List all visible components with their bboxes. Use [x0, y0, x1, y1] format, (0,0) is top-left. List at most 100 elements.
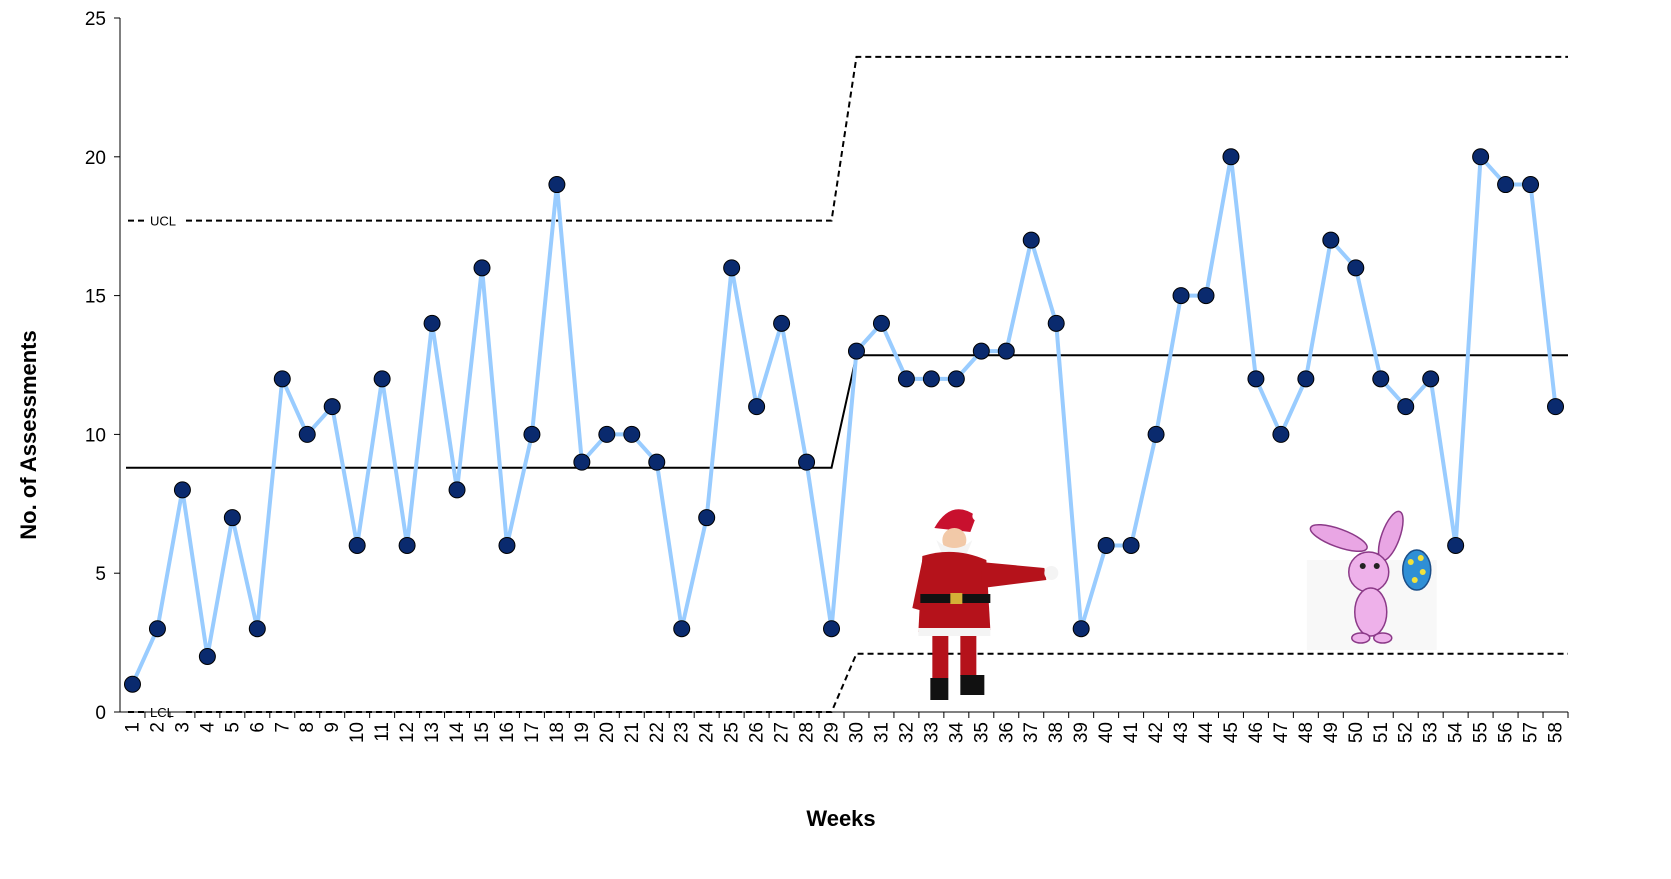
data-point: [922, 370, 940, 388]
x-tick-label: 34: [946, 722, 967, 744]
x-tick-label: 56: [1496, 722, 1517, 743]
x-tick-label: 39: [1071, 722, 1092, 743]
data-point: [373, 370, 391, 388]
x-tick-label: 41: [1121, 722, 1142, 743]
data-point: [872, 314, 890, 332]
data-points: [123, 148, 1565, 693]
data-point: [1472, 148, 1490, 166]
x-tick-label: 32: [896, 722, 917, 743]
data-point: [1172, 287, 1190, 305]
data-point: [1522, 176, 1540, 194]
x-tick-label: 48: [1296, 722, 1317, 743]
data-point: [648, 453, 666, 471]
control-limits: UCL LCL: [126, 55, 1568, 720]
data-point: [473, 259, 491, 277]
data-point: [1497, 176, 1515, 194]
x-tick-label: 55: [1471, 722, 1492, 743]
x-tick-label: 58: [1546, 722, 1567, 743]
x-tick-label: 21: [622, 722, 643, 743]
egg-spot: [1417, 555, 1424, 561]
x-tick-label: 24: [697, 722, 718, 744]
y-tick-label: 25: [85, 9, 106, 30]
series-line: [130, 154, 1558, 686]
x-tick-label: 5: [222, 722, 243, 733]
x-tick-label: 31: [871, 722, 892, 743]
data-point: [123, 675, 141, 693]
data-point: [798, 453, 816, 471]
santa-leg-right: [960, 636, 977, 676]
data-point: [723, 259, 741, 277]
x-tick-label: 8: [297, 722, 318, 733]
data-point: [423, 314, 441, 332]
x-tick-label: 49: [1321, 722, 1342, 743]
data-point: [972, 342, 990, 360]
data-point: [1422, 370, 1440, 388]
x-tick-label: 53: [1421, 722, 1442, 743]
y-tick-label: 10: [85, 425, 106, 446]
data-point: [548, 176, 566, 194]
data-point: [348, 536, 366, 554]
mean-line: [126, 354, 1568, 469]
x-tick-label: 15: [472, 722, 493, 743]
data-point: [1022, 231, 1040, 249]
x-tick-label: 33: [921, 722, 942, 743]
data-point: [997, 342, 1015, 360]
x-tick-label: 50: [1346, 722, 1367, 743]
data-point: [698, 509, 716, 527]
bunny-ear-left: [1309, 523, 1368, 553]
data-point: [623, 425, 641, 443]
x-tick-label: 44: [1196, 722, 1217, 744]
data-point: [1372, 370, 1390, 388]
data-point: [1322, 231, 1340, 249]
data-point: [1347, 259, 1365, 277]
data-point: [748, 398, 766, 416]
x-tick-label: 20: [597, 722, 618, 743]
x-tick-label: 6: [247, 722, 268, 733]
santa-boot-left: [930, 678, 949, 700]
data-point: [847, 342, 865, 360]
santa-arm: [980, 562, 1047, 588]
egg-spot: [1407, 559, 1414, 565]
santa-face: [942, 528, 967, 552]
easter-egg-icon: [1402, 549, 1432, 591]
bunny-foot-right: [1373, 632, 1393, 644]
x-tick-label: 1: [122, 722, 143, 733]
santa-hat: [934, 509, 977, 532]
data-point: [1222, 148, 1240, 166]
data-point: [173, 481, 191, 499]
santa-claus-icon: [912, 509, 1059, 700]
data-point: [1097, 536, 1115, 554]
easter-bunny-icon: [1306, 510, 1437, 650]
data-point: [298, 425, 316, 443]
data-point: [1122, 536, 1140, 554]
x-tick-label: 27: [772, 722, 793, 743]
data-point: [823, 620, 841, 638]
x-tick-label: 36: [996, 722, 1017, 743]
y-tick-label: 5: [95, 564, 106, 585]
data-point: [223, 509, 241, 527]
x-tick-label: 35: [971, 722, 992, 743]
x-tick-label: 43: [1171, 722, 1192, 743]
data-point: [1547, 398, 1565, 416]
x-tick-label: 12: [397, 722, 418, 743]
santa-glove: [1044, 566, 1059, 580]
x-tick-label: 40: [1096, 722, 1117, 743]
data-point: [448, 481, 466, 499]
x-tick-label: 45: [1221, 722, 1242, 743]
egg-spot: [1419, 569, 1426, 575]
x-tick-label: 51: [1371, 722, 1392, 743]
x-tick-label: 22: [647, 722, 668, 743]
data-point: [1047, 314, 1065, 332]
x-tick-label: 47: [1271, 722, 1292, 743]
x-tick-label: 3: [172, 722, 193, 733]
x-tick-label: 38: [1046, 722, 1067, 743]
bunny-head: [1348, 551, 1390, 593]
x-tick-label: 57: [1521, 722, 1542, 743]
egg-spot: [1411, 577, 1418, 583]
bunny-body: [1354, 587, 1388, 637]
x-tick-label: 7: [272, 722, 293, 733]
y-tick-label: 0: [95, 703, 106, 724]
series-assessments: [130, 154, 1558, 686]
x-tick-label: 16: [497, 722, 518, 743]
data-point: [598, 425, 616, 443]
